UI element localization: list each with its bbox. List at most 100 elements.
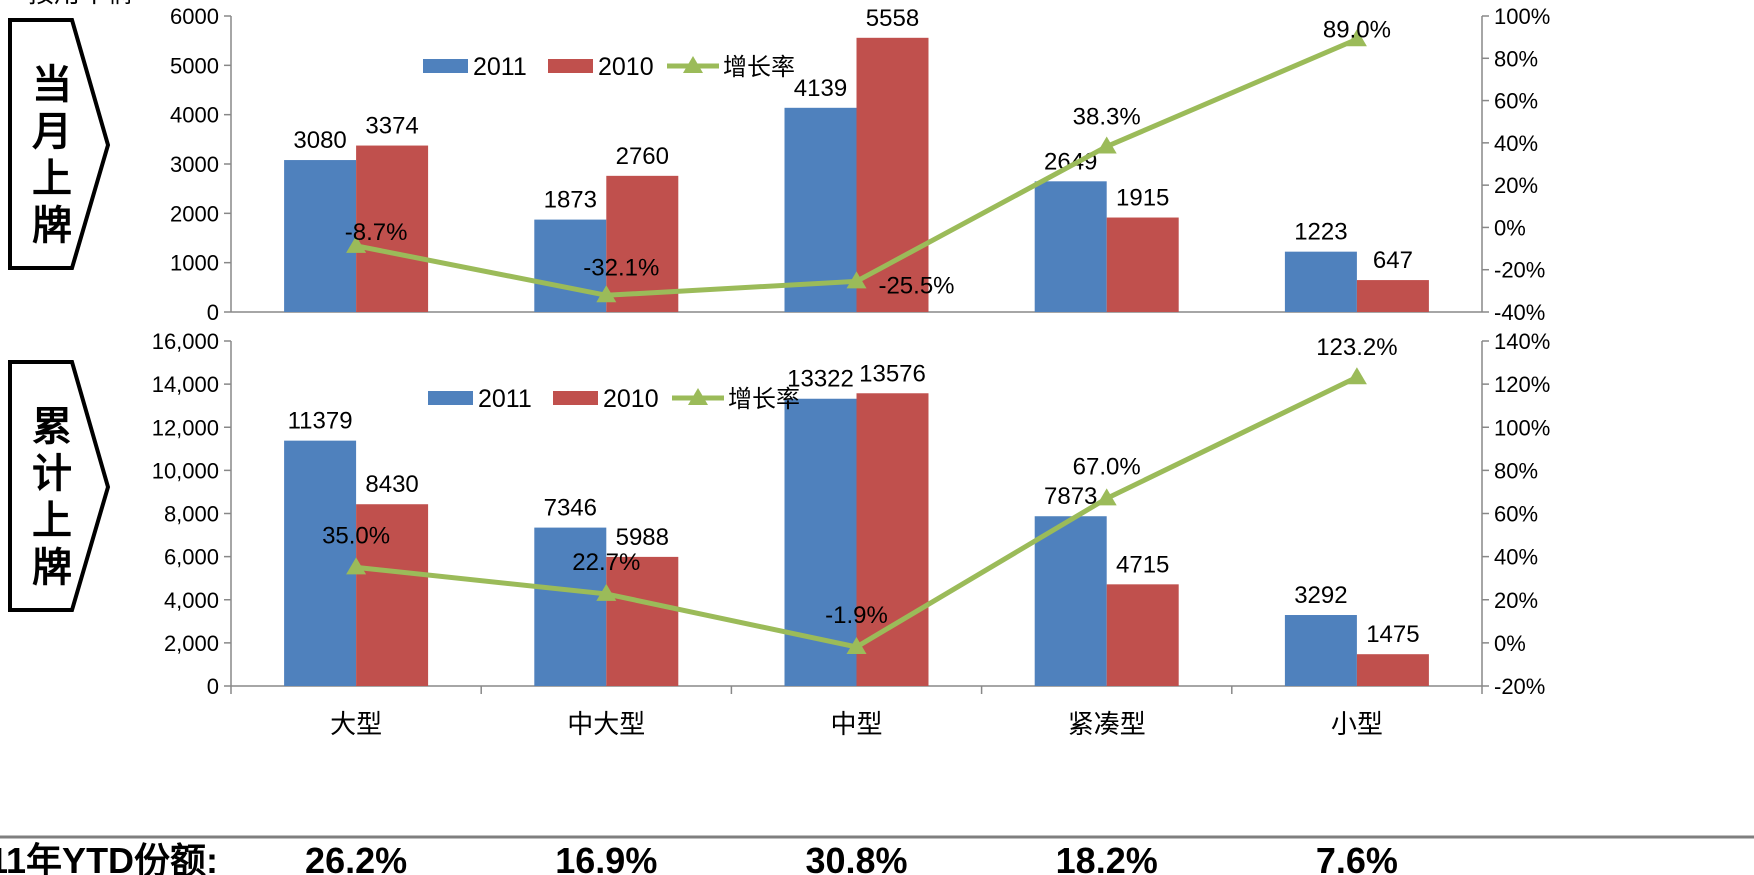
right-tick-label: 0% bbox=[1494, 215, 1526, 240]
growth-label: 38.3% bbox=[1073, 103, 1141, 130]
bar-2011-label: 7873 bbox=[1044, 483, 1097, 510]
bar-2011 bbox=[284, 160, 357, 312]
growth-marker bbox=[596, 285, 617, 303]
share-value: 16.9% bbox=[555, 840, 657, 875]
left-tick-label: 4000 bbox=[170, 103, 219, 128]
right-tick-label: 60% bbox=[1494, 502, 1538, 527]
right-tick-label: 20% bbox=[1494, 588, 1538, 613]
bar-2010 bbox=[1356, 280, 1429, 312]
bar-2011 bbox=[784, 107, 857, 313]
left-tick-label: 10,000 bbox=[152, 458, 219, 483]
share-value: 26.2% bbox=[305, 840, 407, 875]
bar-2011 bbox=[534, 219, 607, 312]
share-value: 18.2% bbox=[1056, 840, 1158, 875]
growth-marker bbox=[596, 583, 617, 601]
share-value: 7.6% bbox=[1316, 840, 1398, 875]
bar-2011 bbox=[1284, 251, 1357, 312]
bar-2010-label: 2760 bbox=[616, 143, 669, 170]
growth-marker bbox=[346, 235, 367, 253]
bar-2010-label: 1915 bbox=[1116, 185, 1169, 212]
growth-label: -1.9% bbox=[825, 602, 888, 629]
share-label: 11年YTD份额: bbox=[0, 840, 218, 875]
right-tick-label: 80% bbox=[1494, 46, 1538, 71]
bar-2011-label: 3292 bbox=[1294, 582, 1347, 609]
banner-cumulative-char-1: 累 bbox=[32, 404, 72, 450]
growth-marker bbox=[1346, 29, 1367, 47]
banner-monthly-char-4: 牌 bbox=[32, 203, 72, 249]
left-tick-label: 4,000 bbox=[164, 588, 219, 613]
growth-marker bbox=[346, 557, 367, 575]
legend-marker-growth bbox=[688, 388, 708, 405]
left-tick-label: 0 bbox=[207, 674, 219, 699]
panel-monthly: 0 1000 2000 3000 4000 5000 6000 -40% -20% 0% 20% 40… bbox=[170, 4, 1550, 325]
legend-swatch-2011 bbox=[428, 391, 473, 405]
right-tick-label: -20% bbox=[1494, 674, 1545, 699]
growth-marker bbox=[846, 271, 867, 289]
legend-label-growth: 增长率 bbox=[728, 385, 800, 413]
banner-monthly-char-2: 月 bbox=[32, 109, 72, 155]
growth-label: -8.7% bbox=[345, 219, 408, 246]
right-tick-label: 40% bbox=[1494, 545, 1538, 570]
bar-2011 bbox=[534, 527, 607, 686]
bar-2010 bbox=[1356, 654, 1429, 686]
bar-2011-label: 11379 bbox=[288, 408, 353, 435]
right-tick-label: 0% bbox=[1494, 631, 1526, 656]
banner-monthly-char-1: 当 bbox=[32, 62, 72, 108]
bar-2011 bbox=[284, 440, 357, 686]
left-tick-label: 2000 bbox=[170, 201, 219, 226]
legend-label-2011: 2011 bbox=[478, 385, 532, 413]
growth-label: 22.7% bbox=[572, 549, 640, 576]
bar-2010-label: 8430 bbox=[365, 471, 418, 498]
growth-label: 89.0% bbox=[1323, 16, 1391, 43]
legend-swatch-2010 bbox=[548, 59, 593, 73]
bar-2011-label: 3080 bbox=[293, 127, 346, 154]
banner-monthly-char-3: 上 bbox=[32, 156, 72, 202]
right-tick-label: 100% bbox=[1494, 415, 1550, 440]
growth-label: -25.5% bbox=[878, 272, 954, 299]
left-tick-label: 6,000 bbox=[164, 545, 219, 570]
right-tick-label: 100% bbox=[1494, 4, 1550, 29]
growth-label: 35.0% bbox=[322, 522, 390, 549]
panel-cumulative: 0 2,000 4,000 6,000 8,000 10,000 12,000 14,000 1… bbox=[152, 329, 1551, 699]
left-tick-label: 3000 bbox=[170, 152, 219, 177]
banner-cumulative-char-2: 计 bbox=[32, 451, 72, 497]
category-label: 紧凑型 bbox=[1068, 710, 1146, 740]
left-tick-label: 12,000 bbox=[152, 415, 219, 440]
bar-2011-label: 4139 bbox=[794, 75, 847, 102]
legend-marker-growth bbox=[683, 56, 703, 73]
banner-cumulative: 累 计 上 牌 bbox=[8, 360, 111, 612]
bar-2010-label: 4715 bbox=[1116, 551, 1169, 578]
right-tick-label: 120% bbox=[1494, 372, 1550, 397]
banner-cumulative-char-4: 牌 bbox=[32, 545, 72, 591]
left-tick-label: 8,000 bbox=[164, 502, 219, 527]
share-values: 26.2% 16.9% 30.8% 18.2% 7.6% bbox=[305, 840, 1398, 875]
right-tick-label: -20% bbox=[1494, 258, 1545, 283]
category-labels: 大型 中大型 中型 紧凑型 小型 bbox=[330, 710, 1383, 740]
bar-2010-label: 13576 bbox=[859, 360, 926, 387]
bar-2011-label: 2649 bbox=[1044, 148, 1097, 175]
right-tick-label: 80% bbox=[1494, 458, 1538, 483]
left-tick-label: 14,000 bbox=[152, 372, 219, 397]
legend-label-2011: 2011 bbox=[473, 53, 527, 81]
left-tick-label: 2,000 bbox=[164, 631, 219, 656]
bar-2010-label: 5558 bbox=[866, 5, 919, 32]
right-tick-label: 60% bbox=[1494, 89, 1538, 114]
banner-monthly: 当 月 上 牌 bbox=[8, 18, 111, 270]
growth-marker bbox=[1096, 488, 1117, 506]
growth-marker bbox=[1096, 136, 1117, 154]
bar-2011 bbox=[1034, 516, 1107, 686]
bar-2010 bbox=[356, 145, 429, 312]
legend-label-2010: 2010 bbox=[598, 53, 654, 81]
growth-marker bbox=[846, 636, 867, 654]
bar-2010-label: 1475 bbox=[1366, 621, 1419, 648]
category-label: 中大型 bbox=[567, 710, 645, 740]
bar-2010 bbox=[856, 37, 929, 313]
bar-2010-label: 5988 bbox=[616, 524, 669, 551]
right-tick-label: 20% bbox=[1494, 173, 1538, 198]
legend-label-2010: 2010 bbox=[603, 385, 659, 413]
left-tick-label: 0 bbox=[207, 300, 219, 325]
growth-label: -32.1% bbox=[583, 254, 659, 281]
bar-2010-label: 647 bbox=[1373, 247, 1413, 274]
right-tick-label: -40% bbox=[1494, 300, 1545, 325]
